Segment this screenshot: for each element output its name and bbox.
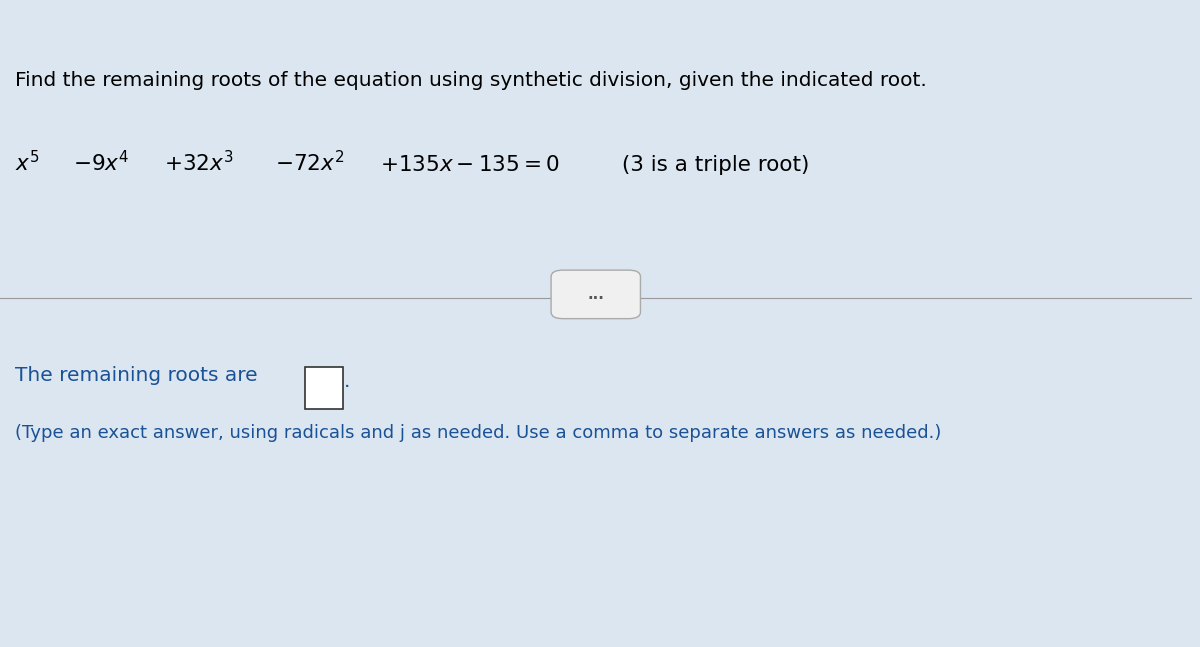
FancyBboxPatch shape (305, 367, 343, 409)
Text: (3 is a triple root): (3 is a triple root) (614, 155, 809, 175)
Text: (Type an exact answer, using radicals and j as needed. Use a comma to separate a: (Type an exact answer, using radicals an… (16, 424, 942, 442)
Text: .: . (344, 372, 350, 391)
Text: ...: ... (587, 287, 605, 302)
Text: Find the remaining roots of the equation using synthetic division, given the ind: Find the remaining roots of the equation… (16, 71, 928, 90)
Text: $x^5$: $x^5$ (16, 150, 40, 175)
Text: $+ 135x - 135 = 0$: $+ 135x - 135 = 0$ (380, 155, 560, 175)
Text: $+ 32x^3$: $+ 32x^3$ (164, 150, 234, 175)
Text: The remaining roots are: The remaining roots are (16, 366, 264, 384)
FancyBboxPatch shape (551, 270, 641, 318)
Text: $- 9x^4$: $- 9x^4$ (73, 150, 128, 175)
Text: $- 72x^2$: $- 72x^2$ (275, 150, 344, 175)
